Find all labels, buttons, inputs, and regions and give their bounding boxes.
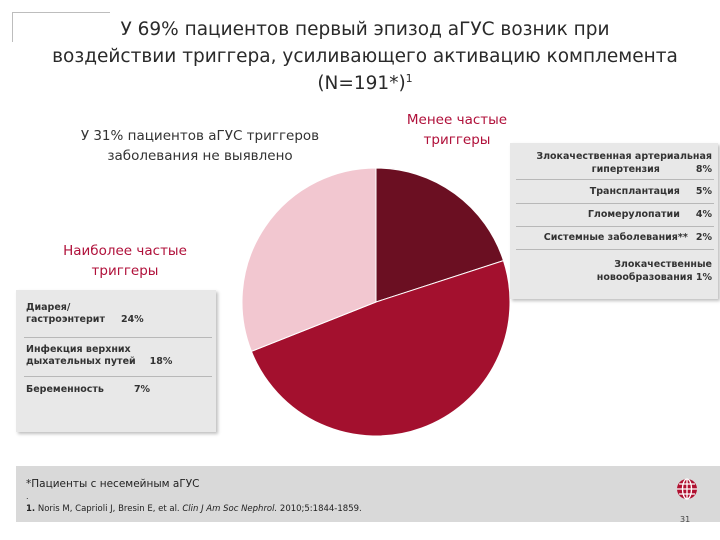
separator bbox=[516, 249, 714, 250]
title-line-3-text: (N=191*) bbox=[317, 73, 406, 94]
trigger-glomerulopathy-label: Гломерулопатии bbox=[587, 209, 680, 220]
less-frequent-line-2: триггеры bbox=[423, 132, 491, 148]
title-superscript: 1 bbox=[405, 71, 413, 85]
trigger-glomerulopathy: Гломерулопатии 4% bbox=[518, 208, 712, 221]
trigger-malignant-hypertension: Злокачественная артериальная гипертензия… bbox=[518, 150, 712, 176]
most-frequent-line-1: Наиболее частые bbox=[63, 243, 187, 259]
footnote-dot: . bbox=[26, 492, 29, 501]
separator bbox=[516, 179, 714, 180]
trigger-diarrhea-value: 24% bbox=[120, 314, 144, 325]
trigger-respiratory-value: 18% bbox=[149, 356, 173, 367]
title-line-2: воздействии триггера, усиливающего актив… bbox=[52, 46, 678, 67]
trigger-transplantation: Трансплантация 5% bbox=[518, 185, 712, 198]
trigger-neoplasm-line-1: Злокачественные bbox=[614, 259, 712, 270]
footnote-note: *Пациенты с несемейным аГУС bbox=[26, 478, 200, 490]
less-frequent-triggers-box: Злокачественная артериальная гипертензия… bbox=[510, 143, 718, 299]
trigger-neoplasm: Злокачественные новообразования 1% bbox=[518, 258, 712, 284]
trigger-transplantation-label: Трансплантация bbox=[589, 186, 680, 197]
separator bbox=[516, 226, 714, 227]
pie-slice-most-frequent bbox=[250, 259, 511, 437]
reference-authors: Noris M, Caprioli J, Bresin E, et al. bbox=[37, 504, 180, 514]
title-line-1: У 69% пациентов первый эпизод аГУС возни… bbox=[120, 19, 610, 40]
most-frequent-line-2: триггеры bbox=[91, 263, 159, 279]
no-trigger-line-1: У 31% пациентов аГУС триггеров bbox=[80, 128, 320, 144]
page-number: 31 bbox=[680, 515, 691, 524]
footnote-reference: 1. Noris M, Caprioli J, Bresin E, et al.… bbox=[26, 504, 362, 514]
trigger-hypertension-line-2: гипертензия bbox=[591, 164, 660, 175]
trigger-diarrhea-line-1: Диарея/ bbox=[26, 302, 71, 313]
pie-slice-no-trigger bbox=[241, 167, 377, 352]
trigger-systemic-value: 2% bbox=[695, 232, 712, 243]
reference-details: 2010;5:1844-1859. bbox=[279, 504, 362, 514]
trigger-respiratory-line-2: дыхательных путей bbox=[26, 356, 136, 367]
most-frequent-triggers-box: Диарея/ гастроэнтерит 24% Инфекция верхни… bbox=[16, 290, 216, 432]
trigger-glomerulopathy-value: 4% bbox=[695, 209, 712, 220]
slide-title: У 69% пациентов первый эпизод аГУС возни… bbox=[20, 16, 710, 97]
trigger-systemic-label: Системные заболевания** bbox=[543, 232, 688, 243]
trigger-pregnancy: Беременность 7% bbox=[26, 384, 211, 396]
trigger-systemic-disease: Системные заболевания** 2% bbox=[518, 231, 712, 244]
most-frequent-label: Наиболее частые триггеры bbox=[40, 241, 210, 281]
trigger-diarrhea: Диарея/ гастроэнтерит 24% bbox=[26, 302, 211, 326]
no-trigger-line-2: заболевания не выявлено bbox=[107, 148, 293, 164]
separator bbox=[24, 376, 212, 377]
trigger-pregnancy-label: Беременность bbox=[26, 384, 104, 395]
separator bbox=[24, 337, 212, 338]
reference-number: 1. bbox=[26, 504, 36, 514]
no-trigger-label: У 31% пациентов аГУС триггеров заболеван… bbox=[60, 126, 340, 166]
trigger-neoplasm-value: 1% bbox=[695, 272, 712, 283]
trigger-hypertension-value: 8% bbox=[695, 164, 712, 175]
footnote-bar: *Пациенты с несемейным аГУС . 1. Noris M… bbox=[16, 466, 720, 522]
separator bbox=[516, 203, 714, 204]
trigger-transplantation-value: 5% bbox=[695, 186, 712, 197]
trigger-respiratory-line-1: Инфекция верхних bbox=[26, 344, 131, 355]
trigger-respiratory-infection: Инфекция верхних дыхательных путей 18% bbox=[26, 344, 211, 368]
reference-journal: Clin J Am Soc Nephrol. bbox=[182, 504, 278, 514]
title-line-3: (N=191*)1 bbox=[20, 70, 710, 97]
less-frequent-line-1: Менее частые bbox=[406, 112, 508, 128]
pie-slice-less-frequent bbox=[375, 167, 505, 303]
less-frequent-label: Менее частые триггеры bbox=[390, 110, 524, 150]
corner-line-vertical bbox=[12, 12, 13, 42]
globe-logo-icon bbox=[677, 478, 697, 500]
trigger-hypertension-line-1: Злокачественная артериальная bbox=[536, 151, 712, 162]
trigger-diarrhea-line-2: гастроэнтерит bbox=[26, 314, 105, 325]
corner-line-horizontal bbox=[12, 12, 110, 13]
trigger-pregnancy-value: 7% bbox=[133, 384, 151, 395]
trigger-neoplasm-line-2: новообразования bbox=[596, 272, 693, 283]
